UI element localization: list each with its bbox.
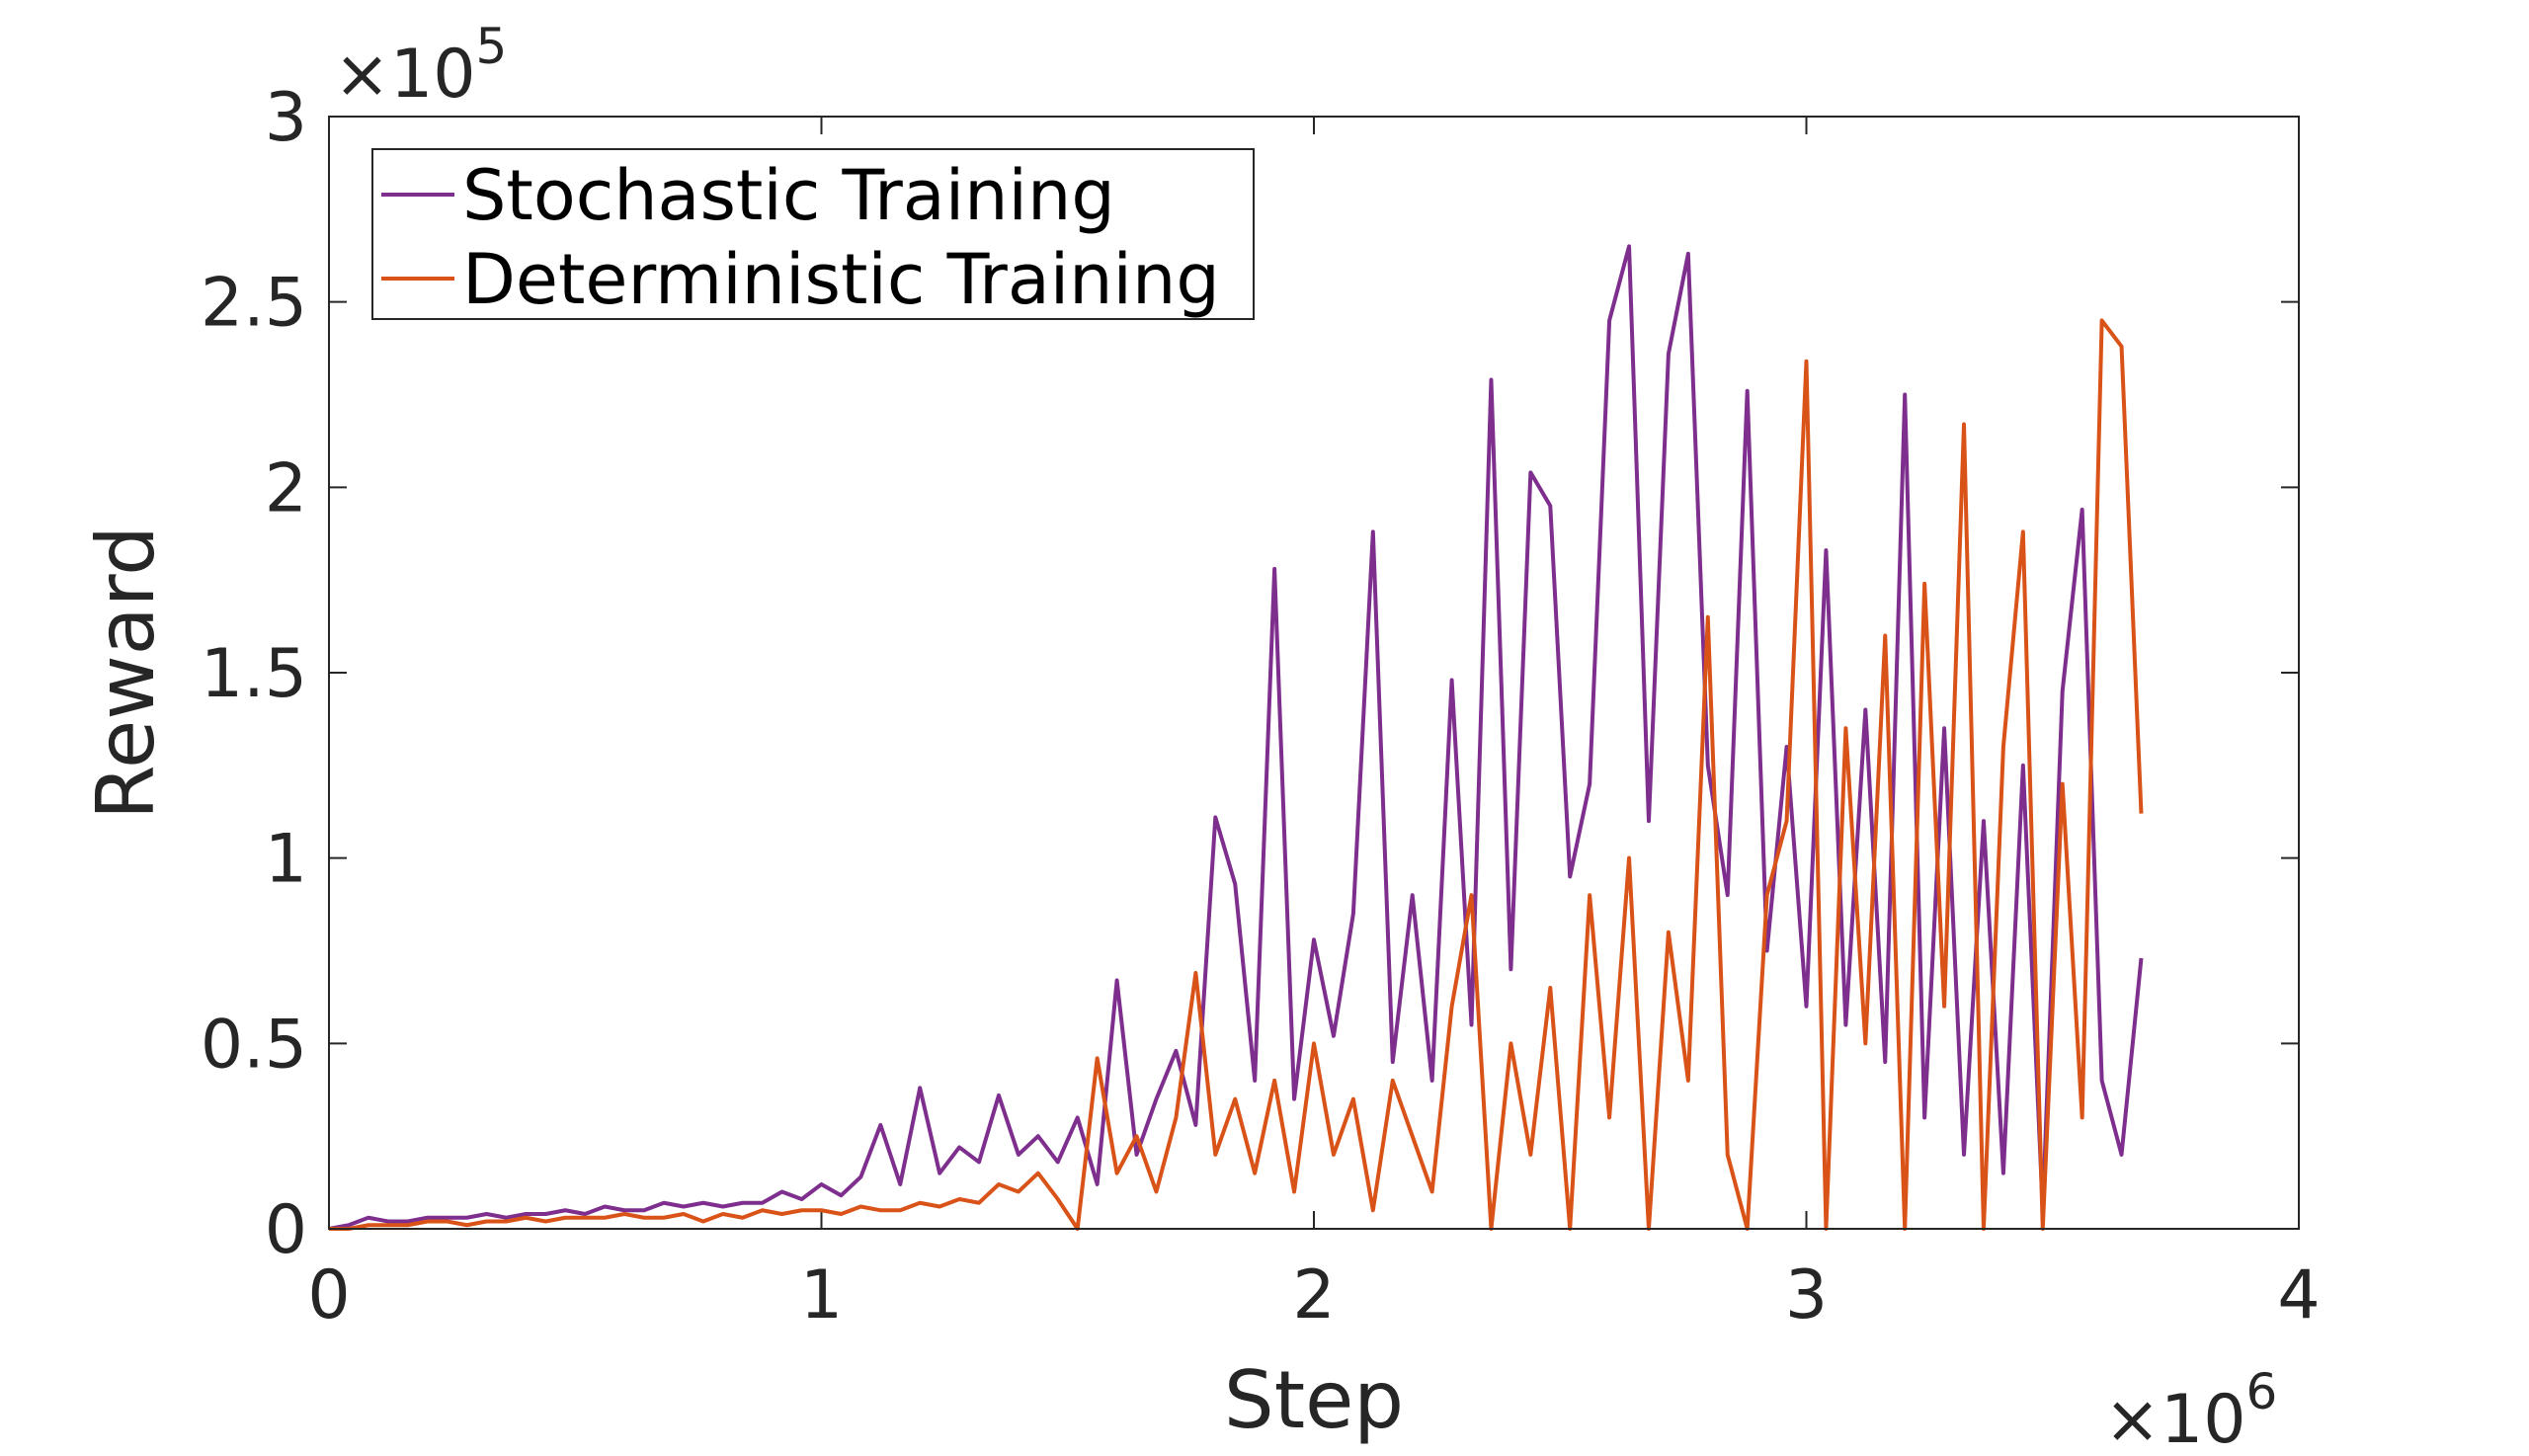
series-line bbox=[328, 244, 2144, 1231]
y-tick-label: 0.5 bbox=[201, 1006, 307, 1084]
y-tick-label: 3 bbox=[265, 79, 307, 157]
x-tick-label: 0 bbox=[307, 1256, 350, 1335]
x-multiplier-base: ×10 bbox=[2104, 1381, 2246, 1456]
series-line bbox=[329, 318, 2144, 1231]
x-tick-label: 3 bbox=[1785, 1256, 1828, 1335]
y-multiplier-exponent: 5 bbox=[476, 18, 508, 75]
legend-box bbox=[371, 148, 1255, 320]
legend-label: Stochastic Training bbox=[462, 155, 1115, 236]
x-tick-label: 1 bbox=[800, 1256, 843, 1335]
y-multiplier: ×105 bbox=[334, 18, 507, 114]
x-multiplier-exponent: 6 bbox=[2246, 1363, 2278, 1420]
x-multiplier: ×106 bbox=[2104, 1363, 2277, 1456]
y-tick-label: 0 bbox=[265, 1191, 307, 1269]
x-tick-label: 4 bbox=[2277, 1256, 2320, 1335]
y-tick-label: 2.5 bbox=[201, 265, 307, 343]
y-tick-label: 1.5 bbox=[201, 635, 307, 713]
y-tick-label: 2 bbox=[265, 449, 307, 527]
y-multiplier-base: ×10 bbox=[334, 36, 476, 114]
legend-label: Deterministic Training bbox=[462, 239, 1220, 320]
x-axis-label: Step bbox=[1224, 1354, 1404, 1446]
y-tick-label: 1 bbox=[265, 821, 307, 899]
axes-box bbox=[328, 116, 2300, 1230]
x-tick-label: 2 bbox=[1292, 1256, 1335, 1335]
y-axis-label: Reward bbox=[80, 526, 172, 820]
